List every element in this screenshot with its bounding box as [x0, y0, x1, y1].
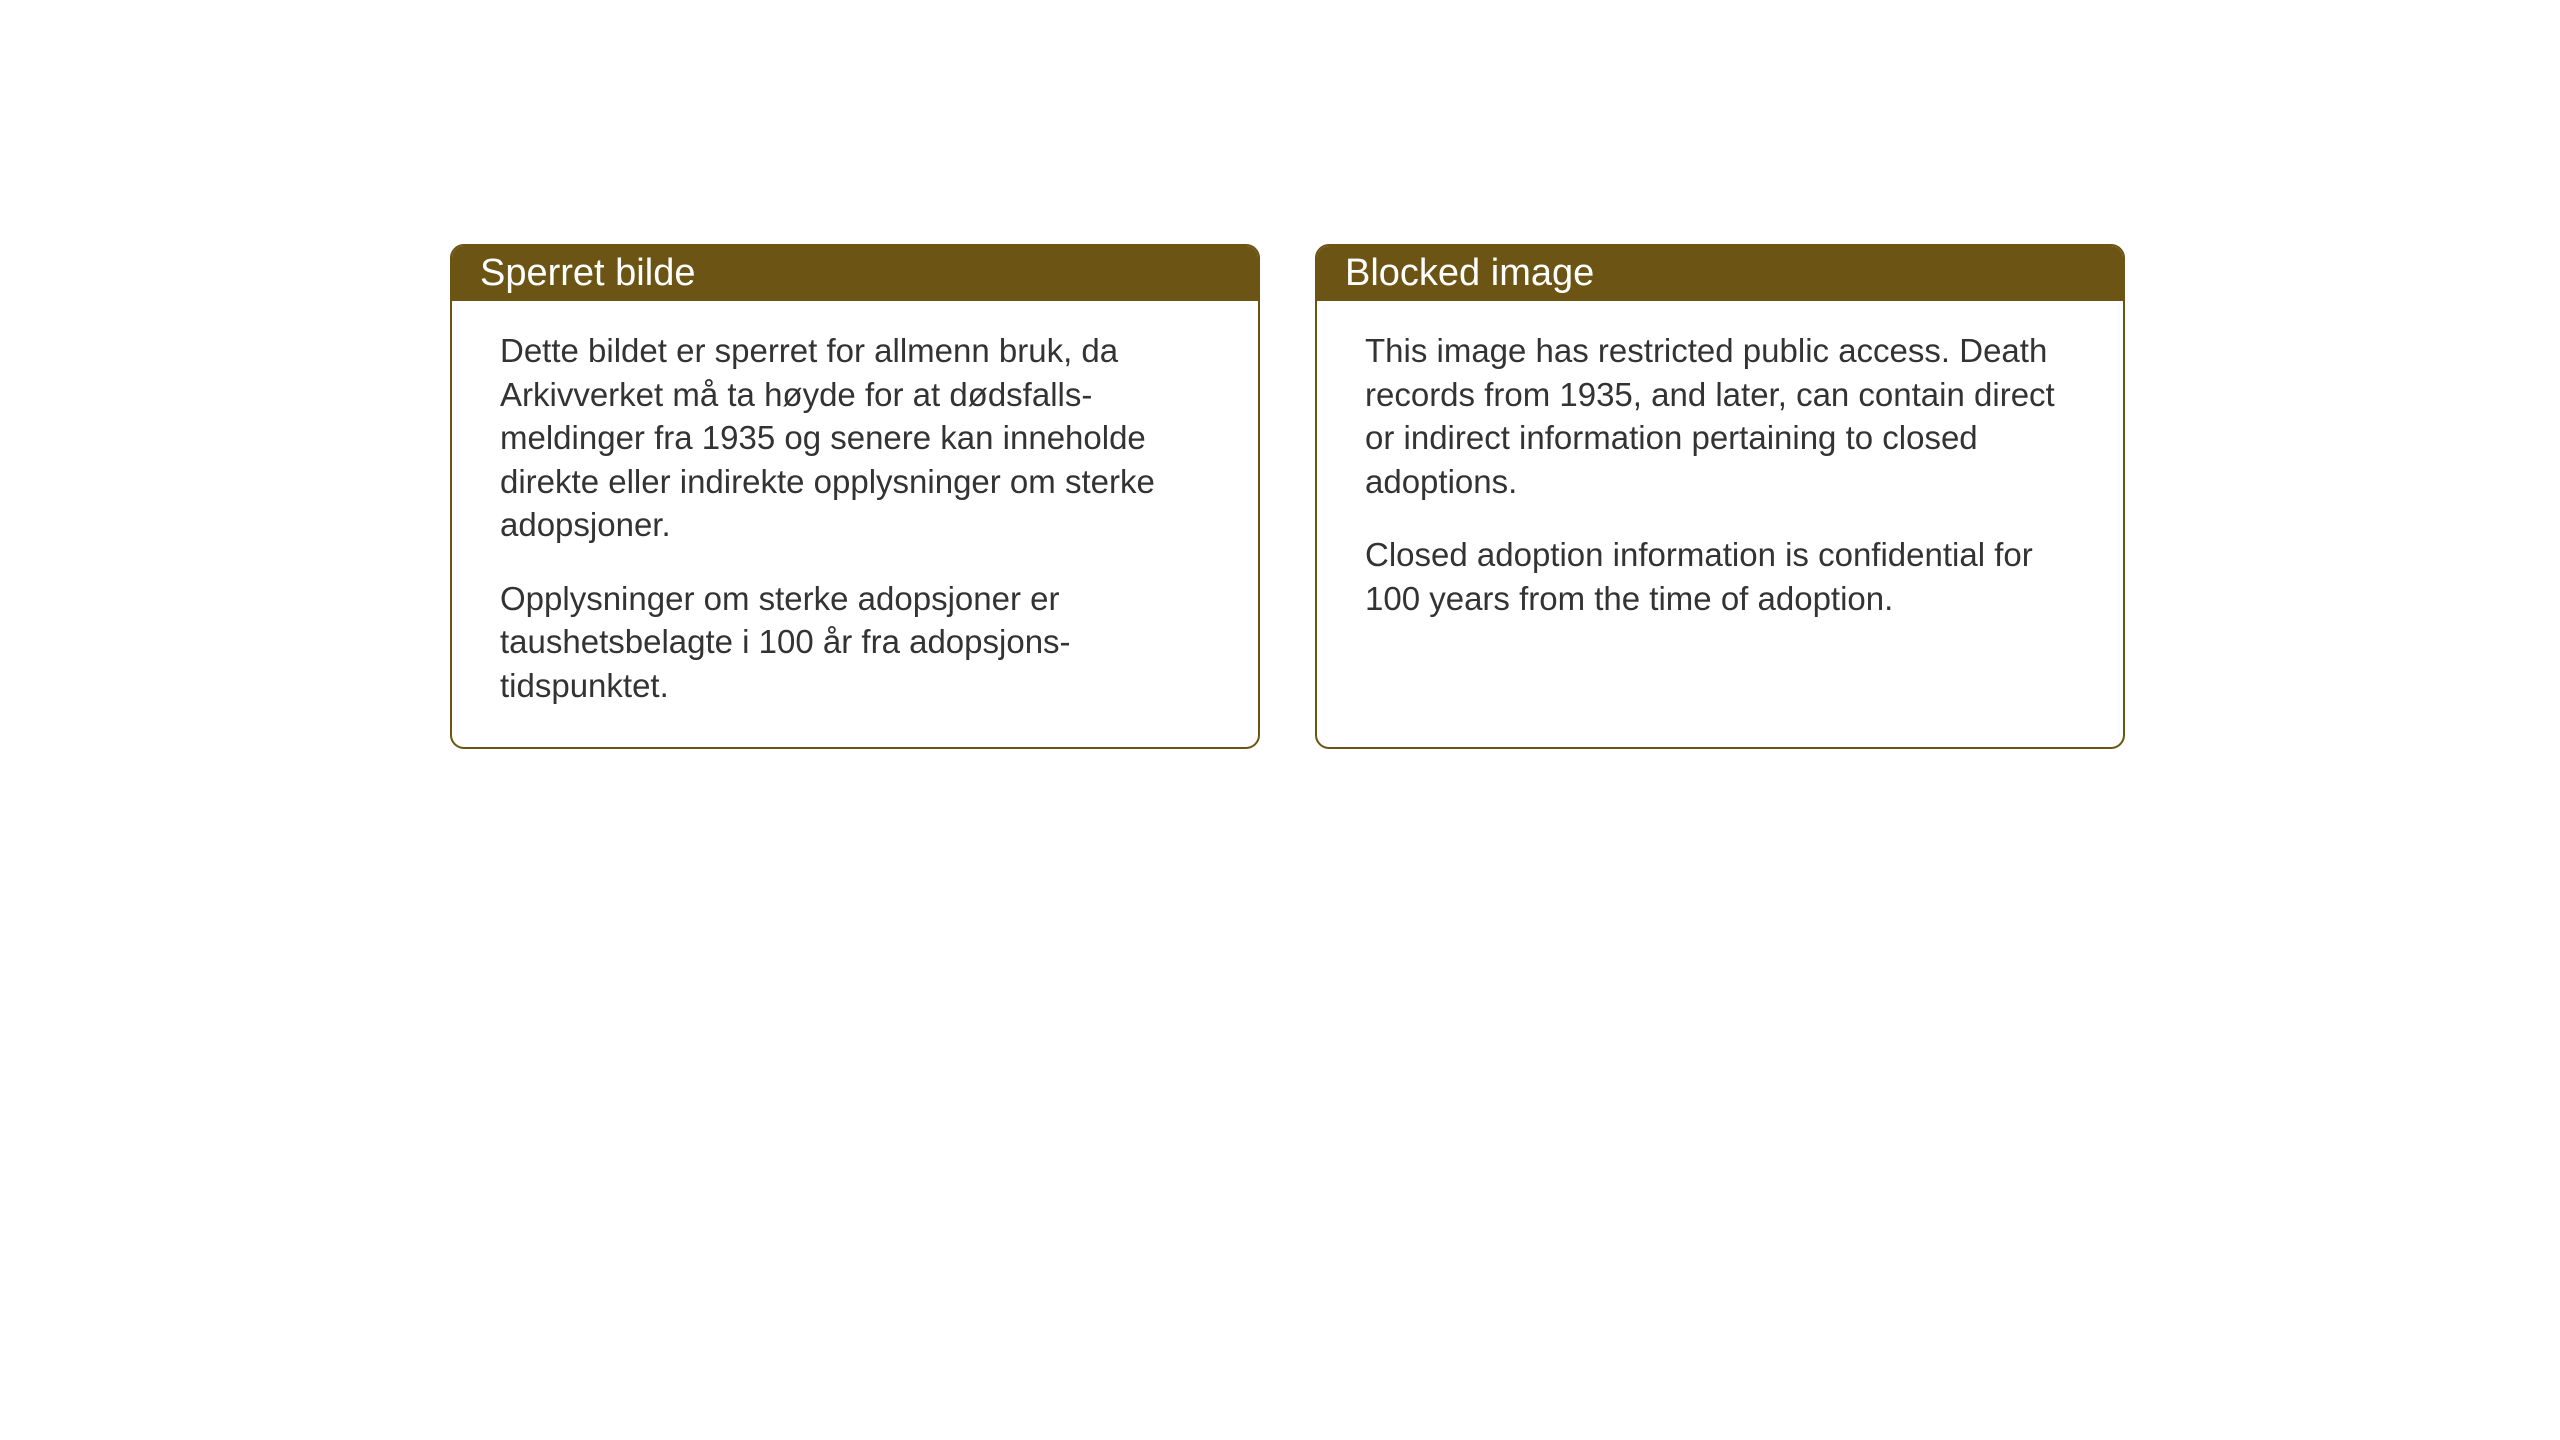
notice-title-english: Blocked image	[1345, 252, 1594, 294]
notice-paragraph-1-norwegian: Dette bildet er sperret for allmenn bruk…	[500, 329, 1210, 547]
notice-paragraph-2-english: Closed adoption information is confident…	[1365, 533, 2075, 620]
notice-paragraph-1-english: This image has restricted public access.…	[1365, 329, 2075, 503]
notice-box-norwegian: Sperret bilde Dette bildet er sperret fo…	[450, 244, 1260, 749]
notice-container: Sperret bilde Dette bildet er sperret fo…	[450, 244, 2125, 749]
notice-body-english: This image has restricted public access.…	[1317, 301, 2123, 725]
notice-box-english: Blocked image This image has restricted …	[1315, 244, 2125, 749]
notice-paragraph-2-norwegian: Opplysninger om sterke adopsjoner er tau…	[500, 577, 1210, 708]
notice-title-norwegian: Sperret bilde	[480, 252, 695, 294]
notice-header-norwegian: Sperret bilde	[452, 246, 1258, 301]
notice-header-english: Blocked image	[1317, 246, 2123, 301]
notice-body-norwegian: Dette bildet er sperret for allmenn bruk…	[452, 301, 1258, 747]
